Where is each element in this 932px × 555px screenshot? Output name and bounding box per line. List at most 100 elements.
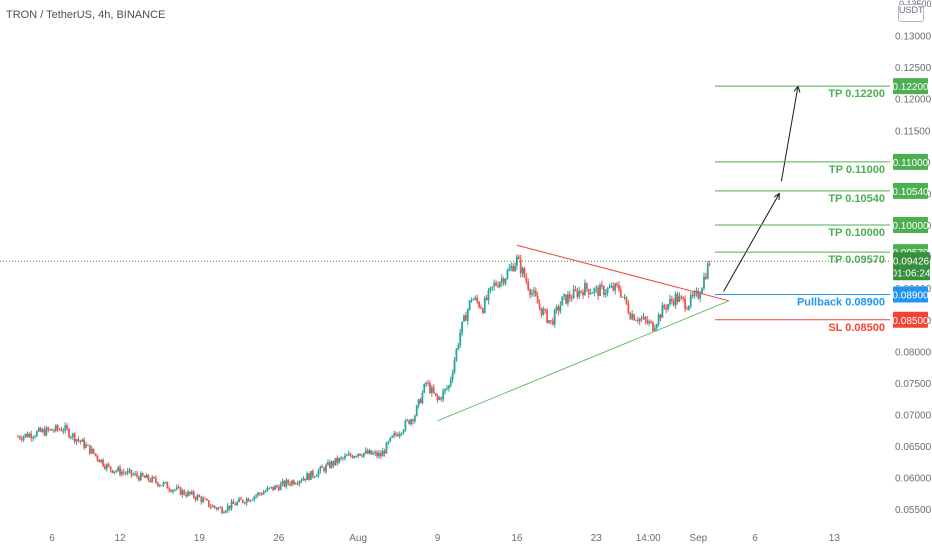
candle-body [393,433,395,436]
candle-body [255,495,257,497]
candle-body [262,492,265,495]
candle-body [126,471,129,474]
candle-body [623,296,626,298]
candle-body [139,473,142,481]
currency-badge[interactable]: USDT [898,4,924,22]
x-tick-label: 13 [829,533,841,544]
candle-body [221,507,223,514]
candle-body [211,505,214,508]
candle-body [200,496,203,503]
candle-body [245,498,248,504]
price-tag-text: 0.10540 [892,187,929,198]
price-tag-tp [893,153,928,170]
resistance-trendline[interactable] [516,244,730,302]
candle-body [336,457,339,463]
y-tick-label: 0.12500 [895,63,932,74]
candle-body [442,391,445,400]
candle-body [565,294,567,304]
candle-body [682,297,685,299]
candle-body [249,500,252,502]
candle-body [536,296,539,304]
candle-body [85,444,87,448]
candle-body [345,455,348,457]
candle-body [28,433,31,438]
candle-body [43,429,46,436]
candle-body [618,285,620,290]
level-label-sl: SL 0.08500 [828,322,885,334]
x-tick-label: 9 [435,533,441,544]
candle-body [438,397,441,400]
candle-body [209,506,212,508]
projection-arrow-2[interactable] [780,86,798,182]
candle-body [646,320,649,324]
candle-body [219,507,222,509]
candle-body [502,278,505,284]
x-tick-label: 6 [49,533,55,544]
candle-body [616,283,618,286]
candle-body [657,314,660,325]
candle-body [546,309,549,323]
candle-body [474,297,477,300]
candle-body [113,471,116,473]
candle-body [699,293,702,299]
current-price-tag [893,252,930,281]
candle-body [557,306,560,312]
candle-body [487,290,490,301]
support-trendline[interactable] [437,300,730,422]
candle-body [302,478,305,481]
candle-body [243,502,246,504]
y-tick-label: 0.13000 [895,32,932,43]
candle-body [453,360,456,373]
candle-body [563,294,566,297]
candle-body [619,289,622,297]
candle-body [223,512,225,514]
candle-body [519,259,522,274]
candle-body [94,453,97,456]
candle-body [45,427,48,436]
candle-body [413,415,416,422]
candle-body [54,425,57,431]
candle-body [213,505,216,508]
candle-body [117,467,120,471]
price-tag-tp [893,217,928,234]
x-tick-label: 26 [273,533,285,544]
candle-body [402,430,405,434]
candle-body [398,433,401,437]
candle-body [224,510,227,513]
candle-body [625,296,628,304]
projection-arrow-1[interactable] [723,193,780,292]
candle-body [292,480,295,485]
candle-body [34,436,36,438]
candle-body [32,437,35,439]
level-label-tp: TP 0.11000 [829,164,885,176]
candle-body [429,383,431,393]
candle-body [338,457,341,463]
candle-body [538,303,541,308]
candle-body [672,301,675,306]
candle-body [270,486,273,488]
candle-body [627,303,630,314]
bar-countdown: 01:06:24 [892,268,931,279]
candle-body [37,428,40,432]
candle-body [361,455,363,457]
candle-body [396,434,399,437]
candle-body [406,419,409,421]
y-tick-label: 0.07000 [895,410,932,421]
candle-body [300,480,303,482]
candle-body [77,439,80,441]
candle-body [51,429,53,431]
candle-body [26,433,29,438]
candle-body [580,290,583,292]
candle-body [472,299,475,301]
candle-body [636,320,639,322]
level-label-tp: TP 0.12200 [828,88,885,100]
candle-body [633,314,635,321]
candle-body [687,305,690,310]
candle-body [347,453,350,456]
candle-body [408,419,411,425]
candle-body [604,292,607,295]
candle-body [621,296,624,298]
candle-body [703,276,705,289]
